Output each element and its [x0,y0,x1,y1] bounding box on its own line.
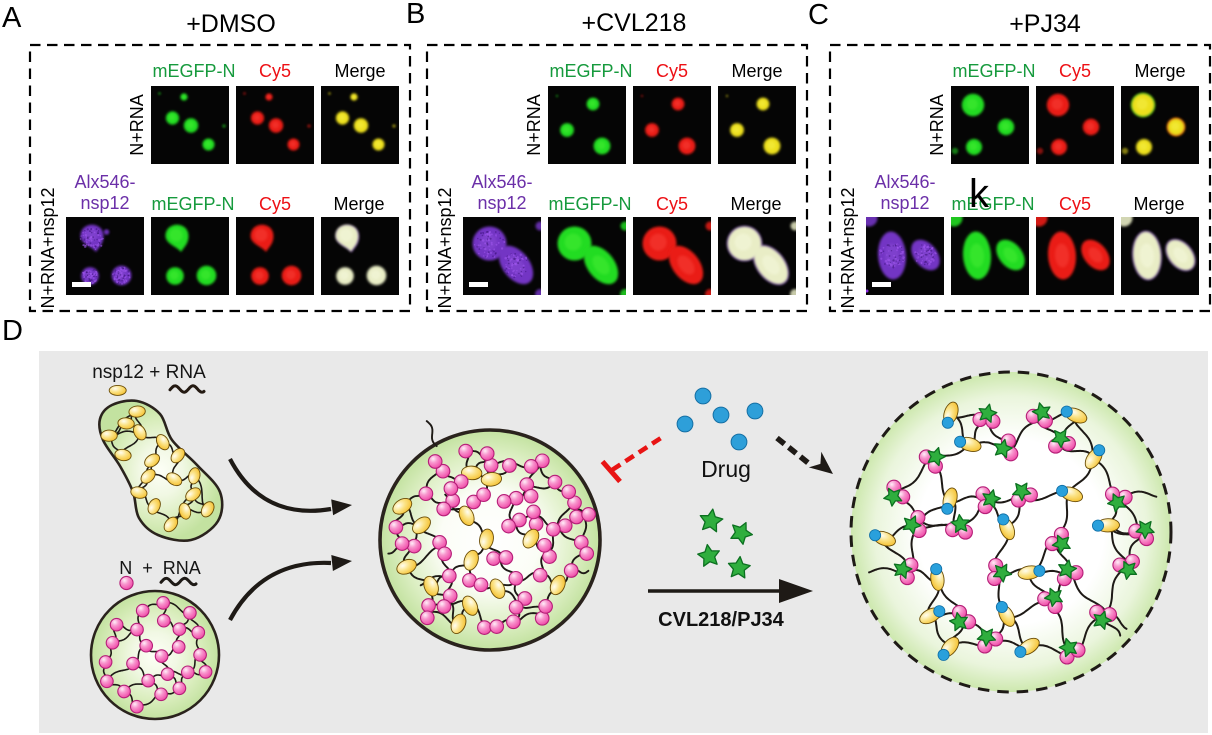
svg-text:N + RNA: N + RNA [119,558,201,578]
svg-text:CVL218/PJ34: CVL218/PJ34 [658,609,785,631]
svg-text:nsp12 + RNA: nsp12 + RNA [92,362,206,383]
svg-text:Drug: Drug [701,456,751,482]
